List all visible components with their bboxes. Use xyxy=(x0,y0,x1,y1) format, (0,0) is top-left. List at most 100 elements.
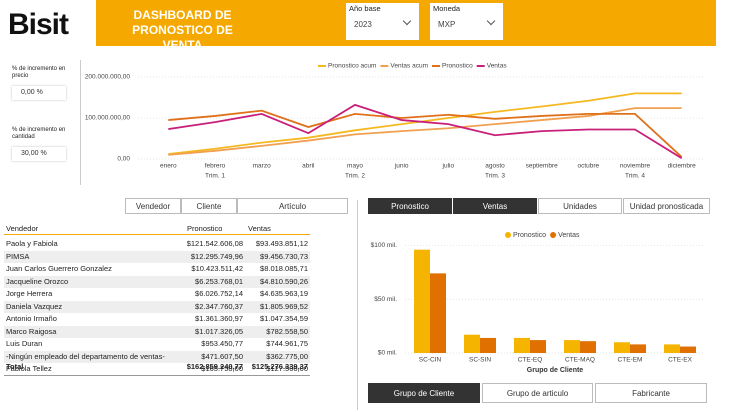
cell-ventas: $1.805.969,52 xyxy=(260,301,308,311)
cell-pronostico: $953.450,77 xyxy=(201,339,243,348)
tab[interactable]: Cliente xyxy=(181,198,237,214)
cell-ventas: $4.635.963,19 xyxy=(260,289,308,298)
cell-ventas: $744.961,75 xyxy=(266,339,308,348)
x-tick-label: CTE-EQ xyxy=(518,357,543,364)
legend-label: Pronostico xyxy=(442,63,473,70)
filter-value: 2023 xyxy=(354,20,372,29)
vertical-divider xyxy=(80,60,81,185)
cell-pronostico: $121.542.606,08 xyxy=(186,239,243,248)
bar xyxy=(514,337,530,353)
legend-label: Ventas acum xyxy=(390,63,428,70)
x-tick-label: CTE-MAQ xyxy=(565,357,595,364)
tab[interactable]: Artículo xyxy=(237,198,348,214)
x-tick-label: enero xyxy=(160,163,177,170)
total-pronostico: $162.859.240,77 xyxy=(186,362,243,371)
legend-label: Ventas xyxy=(487,63,508,70)
cell-ventas: $93.493.851,12 xyxy=(255,239,308,248)
x-tick-label: julio xyxy=(442,163,455,170)
filter-label: Año base xyxy=(349,4,381,13)
cell-pronostico: $165.750,00 xyxy=(201,364,243,373)
bar xyxy=(480,337,496,353)
cell-pronostico: $6.026.752,14 xyxy=(195,289,243,298)
cell-pronostico: $1.017.326,05 xyxy=(195,326,243,336)
y-tick-label: $0 mil. xyxy=(378,350,397,357)
y-tick-label: $50 mil. xyxy=(374,296,397,303)
x-axis-label: Grupo de Cliente xyxy=(527,367,584,374)
x-tick-label: diciembre xyxy=(668,163,697,170)
logo: Bisit xyxy=(8,8,69,41)
row-stripe xyxy=(4,250,310,263)
bar xyxy=(614,342,630,353)
row-stripe xyxy=(4,275,310,288)
cell-pronostico: $2.347.760,37 xyxy=(195,301,243,311)
filter-value: MXP xyxy=(438,20,456,29)
y-tick-label: $100 mil. xyxy=(371,242,398,249)
cell-name: Paola y Fabiola xyxy=(6,239,58,248)
cell-name: Jorge Herrera xyxy=(6,289,53,298)
series-line xyxy=(168,92,682,155)
x-group-label: Trim. 2 xyxy=(345,173,365,180)
table-header-name: Vendedor xyxy=(6,224,39,233)
x-group-label: Trim. 3 xyxy=(485,173,505,180)
filter-box[interactable] xyxy=(430,3,503,40)
row-stripe xyxy=(4,350,310,363)
bar xyxy=(430,273,446,353)
row-stripe xyxy=(4,325,310,338)
tab[interactable]: Grupo de Cliente xyxy=(368,383,480,403)
bar xyxy=(414,249,430,353)
row-stripe xyxy=(4,300,310,313)
cell-name: Juan Carlos Guerrero Gonzalez xyxy=(6,264,112,273)
cell-ventas: $4.810.590,26 xyxy=(260,276,308,286)
x-tick-label: febrero xyxy=(205,163,226,170)
tab[interactable]: Unidades xyxy=(538,198,622,214)
tab[interactable]: Fabricante xyxy=(595,383,707,403)
tab[interactable]: Vendedor xyxy=(125,198,181,214)
series-line xyxy=(168,109,683,158)
x-group-label: Trim. 1 xyxy=(205,173,225,180)
x-tick-label: SC-CIN xyxy=(419,357,442,364)
x-tick-label: noviembre xyxy=(620,163,651,170)
total-ventas: $125.276.339,37 xyxy=(251,362,308,371)
tab[interactable]: Pronostico xyxy=(368,198,452,214)
cell-name: PIMSA xyxy=(6,251,30,261)
cell-name: Daniela Vazquez xyxy=(6,301,63,311)
bar xyxy=(564,340,580,353)
tab[interactable]: Grupo de articulo xyxy=(482,383,593,403)
y-tick-label: 100.000.000,00 xyxy=(85,115,131,122)
cell-pronostico: $471.607,50 xyxy=(201,351,243,361)
tab[interactable]: Unidad pronosticada xyxy=(623,198,710,214)
filter-label: Moneda xyxy=(433,4,461,13)
cell-pronostico: $6.253.768,01 xyxy=(195,276,243,286)
kpi-label: % de incremento en precio xyxy=(12,66,66,79)
y-tick-label: 200.000.000,00 xyxy=(85,74,131,81)
total-name: Total xyxy=(6,362,24,371)
cell-pronostico: $12.295.749,96 xyxy=(190,251,243,261)
bar xyxy=(530,340,546,353)
x-group-label: Trim. 4 xyxy=(625,173,645,180)
series-line xyxy=(168,107,682,156)
bar xyxy=(464,334,480,353)
cell-pronostico: $1.361.360,97 xyxy=(195,314,243,323)
series-line xyxy=(168,103,683,159)
total-rule xyxy=(4,375,310,376)
x-tick-label: septiembre xyxy=(526,163,559,170)
bar xyxy=(680,346,696,353)
cell-ventas: $1.047.354,59 xyxy=(260,314,308,323)
x-tick-label: CTE-EM xyxy=(618,357,643,364)
filter-box[interactable] xyxy=(346,3,419,40)
legend-swatch xyxy=(505,232,511,238)
table-header-pronostico: Pronostico xyxy=(187,224,223,233)
x-tick-label: CTE-EX xyxy=(668,357,693,364)
x-tick-label: marzo xyxy=(253,163,271,170)
tab[interactable]: Ventas xyxy=(453,198,537,214)
cell-ventas: $127.500,00 xyxy=(266,364,308,373)
cell-name: Antonio Irmaño xyxy=(6,314,57,323)
kpi-value: 30,00 % xyxy=(12,147,66,161)
cell-ventas: $9.456.730,73 xyxy=(260,251,308,261)
x-tick-label: mayo xyxy=(347,163,363,170)
legend-label: Ventas xyxy=(558,232,580,239)
x-tick-label: octubre xyxy=(577,163,599,170)
cell-ventas: $362.775,00 xyxy=(266,351,308,361)
kpi-label: % de incremento en cantidad xyxy=(12,127,66,140)
